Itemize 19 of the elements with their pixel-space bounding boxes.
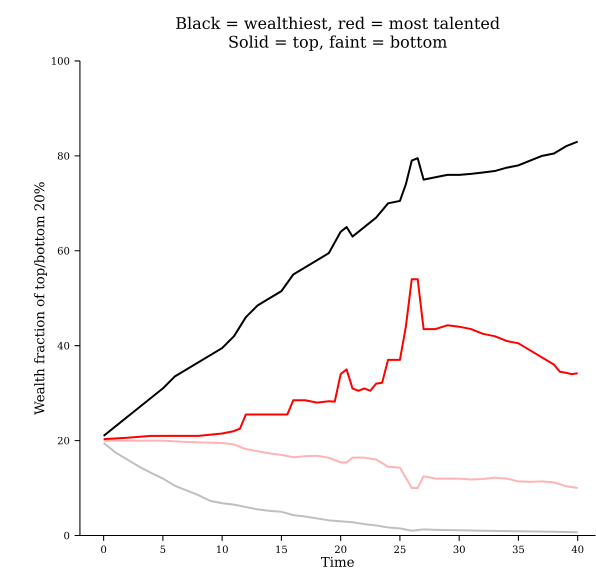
chart-subtitle: Solid = top, faint = bottom [229,35,447,51]
x-tick-label: 5 [160,545,166,553]
y-tick-label: 0 [64,532,70,540]
x-tick-label: 40 [572,545,584,553]
x-tick-label: 35 [512,545,524,553]
x-tick-label: 10 [217,545,228,553]
x-tick-label: 30 [454,545,465,553]
x-tick-label: 15 [276,545,287,553]
y-tick-label: 20 [58,436,70,444]
y-axis-title: Wealth fraction of top/bottom 20% [34,182,48,415]
y-tick-label: 60 [58,246,70,254]
x-axis-title: Time [320,556,354,567]
chart-title: Black = wealthiest, red = most talented [176,16,500,31]
x-tick-label: 25 [394,545,406,553]
y-tick-label: 100 [52,56,70,64]
x-tick-label: 20 [334,545,346,553]
x-tick-label: 0 [101,545,106,553]
y-tick-label: 40 [57,342,70,350]
y-tick-label: 80 [58,152,70,160]
